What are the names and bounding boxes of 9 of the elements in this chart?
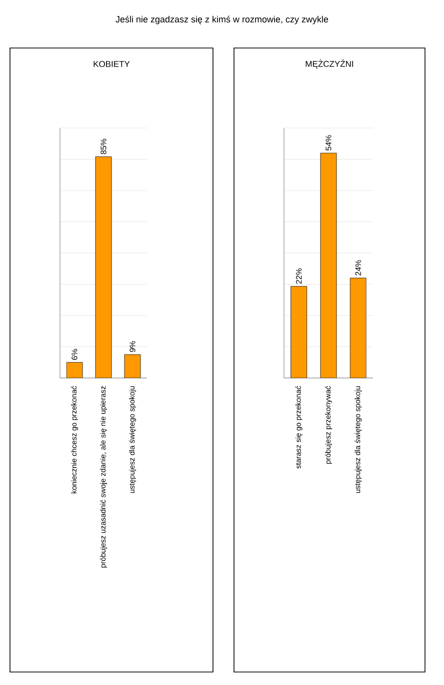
data-label: 6% [72, 348, 78, 360]
data-label: 54% [326, 135, 332, 150]
data-label: 9% [130, 341, 136, 352]
data-label: 24% [355, 260, 361, 276]
text: Jeśli nie zgadzasz się z kimś w rozmowie, czy zwykle [116, 16, 328, 24]
data-label: 22% [296, 268, 302, 284]
data-label: 85% [100, 138, 106, 154]
chart-title: MĘŻCZYŹNI [306, 59, 354, 69]
chart-title: KOBIETY [94, 61, 130, 68]
